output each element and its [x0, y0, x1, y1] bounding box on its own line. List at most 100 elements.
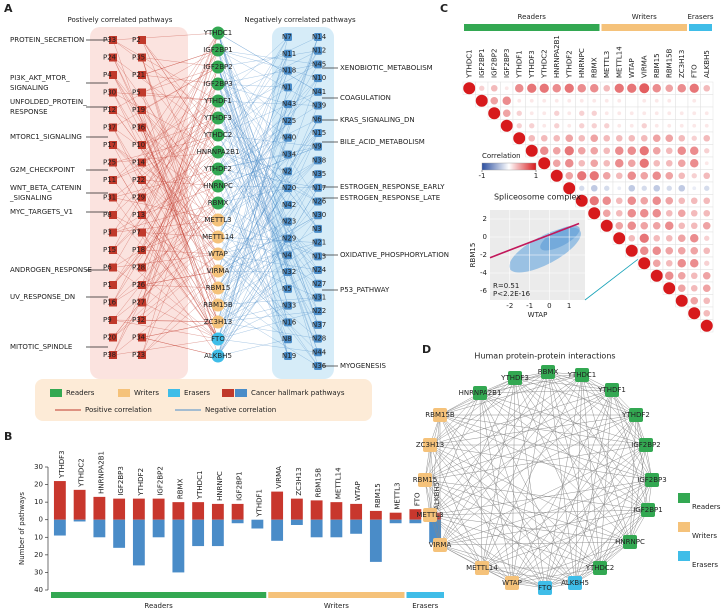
- pathway-label: N41: [312, 88, 326, 96]
- legend-label: Negative correlation: [205, 406, 276, 414]
- regulator-label: YTHDF2: [203, 165, 232, 173]
- group-label: Writers: [632, 13, 657, 21]
- regulator-node: [211, 43, 225, 57]
- ppi-edge: [424, 479, 631, 543]
- correlation-dot: [652, 171, 661, 180]
- pathway-node: [138, 193, 146, 202]
- pathway-label: P30: [103, 89, 116, 97]
- negative-edge: [217, 146, 319, 170]
- pathway-label: N10: [312, 74, 326, 82]
- pathway-label: N36: [312, 362, 327, 370]
- pathway-label: P38: [103, 351, 116, 359]
- pathway-label: N30: [312, 211, 326, 219]
- ppi-edge: [424, 389, 613, 481]
- pathway-label: P37: [103, 124, 116, 132]
- correlation-dot: [488, 107, 501, 120]
- positive-edge: [141, 49, 219, 163]
- positive-edge: [112, 168, 219, 286]
- negative-edge: [217, 78, 319, 221]
- column-label: ZC3H13: [678, 50, 686, 78]
- correlation-dot: [627, 196, 636, 205]
- correlation-dot: [617, 98, 622, 103]
- x-tick-label: YTHDC1: [196, 471, 204, 501]
- positive-edge: [112, 49, 219, 251]
- x-tick-label: IGF2BP1: [236, 471, 244, 500]
- ppi-edge: [439, 414, 546, 589]
- y-tick-label: 2: [483, 215, 487, 223]
- cell: [675, 94, 689, 108]
- correlation-dot: [579, 110, 585, 116]
- protein-label: HNRNPA2B1: [459, 389, 502, 397]
- group-label: Writers: [324, 602, 349, 610]
- pathway-node: [314, 238, 322, 247]
- pathway-node: [109, 106, 117, 114]
- ppi-edge: [429, 514, 483, 569]
- correlation-dot: [542, 123, 547, 128]
- positive-edge: [112, 253, 219, 338]
- ppi-edge: [429, 392, 481, 446]
- correlation-dot: [578, 159, 586, 167]
- pathway-label: P12: [103, 106, 116, 114]
- group-bar: [406, 592, 444, 598]
- protein-label: RBMX: [538, 368, 559, 376]
- negative-edge: [217, 132, 319, 221]
- pathway-node: [284, 301, 292, 310]
- bar: [310, 500, 323, 520]
- positive-edge: [112, 57, 219, 289]
- bar: [271, 519, 284, 541]
- ppi-edge: [481, 479, 653, 569]
- positive-edge: [141, 66, 219, 321]
- pathway-node: [138, 53, 146, 62]
- pathway-node: [314, 224, 322, 233]
- pathway-node: [138, 263, 146, 272]
- correlation-dot: [617, 123, 622, 128]
- correlation-dot: [642, 98, 647, 103]
- correlation-dot: [475, 94, 488, 107]
- correlation-dot: [642, 111, 647, 116]
- ppi-edge: [439, 414, 576, 584]
- negative-edge: [217, 253, 319, 271]
- positive-edge: [141, 232, 219, 340]
- pathway-label: P16: [103, 299, 117, 307]
- ppi-edge: [429, 444, 546, 589]
- bar: [53, 481, 66, 520]
- bar: [409, 519, 422, 524]
- pathway-node: [284, 100, 292, 109]
- negative-edge: [217, 100, 319, 284]
- correlation-dot: [516, 123, 522, 129]
- legend-swatch: [678, 551, 690, 561]
- pathway-node: [138, 71, 146, 79]
- pathway-node: [314, 170, 322, 179]
- bar: [330, 502, 343, 520]
- negative-edge: [217, 185, 319, 188]
- pathway-node: [314, 33, 322, 41]
- correlation-dot: [590, 134, 599, 143]
- positive-edge: [141, 39, 219, 136]
- regulator-label: HNRNPC: [203, 182, 233, 190]
- correlation-dot: [665, 196, 674, 205]
- ppi-edge: [481, 377, 516, 569]
- regulator-label: FTO: [211, 335, 225, 343]
- pathway-annotation: _SIGNALING: [9, 194, 52, 202]
- ppi-edge: [439, 377, 516, 546]
- negative-edge: [217, 202, 319, 257]
- correlation-dot: [665, 271, 674, 280]
- regulator-label: YTHDC1: [203, 29, 233, 37]
- positive-edge: [141, 302, 219, 340]
- correlation-dot: [703, 209, 711, 217]
- pathway-node: [138, 228, 146, 237]
- negative-edge: [217, 253, 319, 339]
- pathway-node: [284, 234, 292, 243]
- column-label: METTL14: [615, 46, 623, 78]
- legend-swatch: [235, 389, 247, 397]
- correlation-dot: [628, 134, 636, 142]
- panel-label: A: [4, 2, 13, 15]
- pathway-label: N5: [282, 285, 292, 293]
- regulator-node: [211, 196, 225, 210]
- protein-node: [575, 368, 589, 382]
- positive-edge: [141, 100, 219, 356]
- correlation-dot: [665, 246, 674, 255]
- pathway-label: P29: [132, 194, 145, 202]
- correlation-dot: [517, 98, 522, 103]
- correlation-dot: [677, 259, 686, 268]
